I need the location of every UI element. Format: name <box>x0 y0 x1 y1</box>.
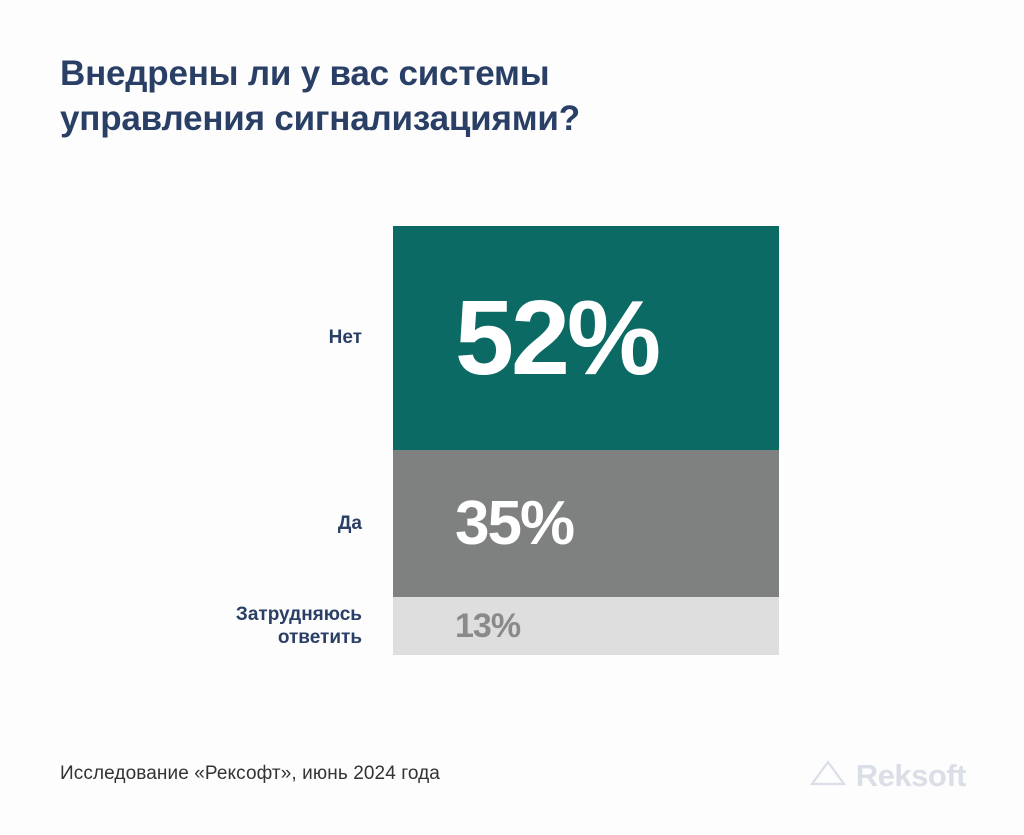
chart-row-no: Нет 52% <box>0 226 1024 450</box>
bar-value-hard-to-answer: 13% <box>455 607 521 645</box>
category-label-yes: Да <box>337 512 362 534</box>
reksoft-logo: Reksoft <box>809 757 967 793</box>
bar-segment-no[interactable]: 52% <box>393 226 779 450</box>
triangle-outline-icon <box>809 758 847 792</box>
bar-value-yes: 35% <box>455 488 575 558</box>
chart-row-yes: Да 35% <box>0 450 1024 597</box>
bar-segment-yes[interactable]: 35% <box>393 450 779 597</box>
chart-row-hard-to-answer: Затрудняюсь ответить 13% <box>0 597 1024 655</box>
category-label-no: Нет <box>328 327 362 349</box>
page-title: Внедрены ли у вас системы управления сиг… <box>60 54 580 138</box>
bar-value-no: 52% <box>455 279 661 397</box>
source-note: Исследование «Рексофт», июнь 2024 года <box>60 763 440 784</box>
bar-segment-hard-to-answer[interactable]: 13% <box>393 597 779 655</box>
stacked-bar-chart: Нет 52% Да 35% Затрудняюсь ответить 13% <box>0 226 1024 656</box>
category-label-hard-to-answer: Затрудняюсь ответить <box>235 603 362 648</box>
logo-wordmark: Reksoft <box>855 757 967 793</box>
